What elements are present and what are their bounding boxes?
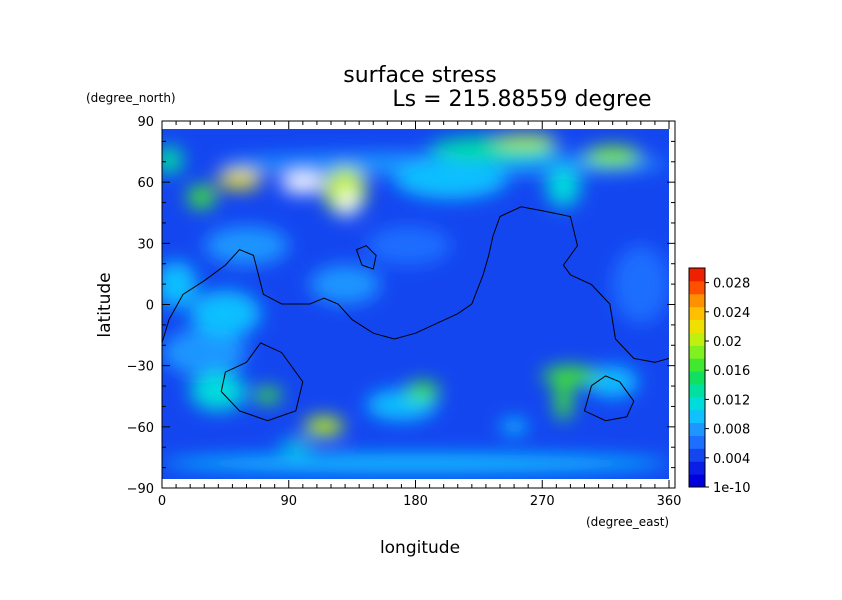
x-tick-label-90: 90 [280, 494, 297, 509]
hotspot-29 [280, 173, 326, 194]
hotspot-13 [546, 167, 581, 207]
hotspot-25 [304, 416, 344, 437]
x-tick-label-180: 180 [403, 494, 428, 509]
hotspot-22 [554, 381, 572, 421]
chart-subtitle: Ls = 215.88559 degree [392, 87, 651, 112]
colorbar-swatch-3 [689, 435, 705, 449]
contour-line-1 [355, 245, 377, 270]
plot-area [162, 129, 669, 479]
colorbar-label-3: 0.016 [713, 364, 750, 379]
hotspot-21 [542, 366, 599, 386]
hotspot-11 [190, 290, 261, 338]
x-tick-label-270: 270 [530, 494, 555, 509]
colorbar-frame [688, 267, 706, 488]
colorbar-label-0: 0.028 [713, 277, 750, 292]
colorbar: 0.028 0.024 0.02 0.016 0.012 0.008 0.004 1e-10 [688, 267, 751, 496]
y-axis-title: latitude [95, 272, 115, 337]
colorbar-swatch-4 [689, 422, 705, 436]
hotspot-9 [587, 366, 639, 398]
heat-field [162, 134, 669, 474]
y-tick-label--90: −90 [127, 482, 154, 497]
hotspot-15 [278, 440, 313, 452]
colorbar-swatch-0 [689, 474, 705, 488]
colorbar-swatch-11 [689, 332, 705, 346]
y-tick-label--30: −30 [127, 360, 154, 375]
colorbar-swatch-7 [689, 383, 705, 398]
colorbar-label-1: 0.024 [713, 306, 750, 321]
y-tick-label-0: 0 [146, 299, 154, 314]
colorbar-swatch-6 [689, 396, 705, 411]
chart-title: surface stress [343, 63, 496, 88]
x-axis-ticks: 0 90 180 270 360 [158, 121, 682, 509]
colorbar-swatch-5 [689, 409, 705, 424]
hotspot-18 [187, 185, 216, 209]
colorbar-swatch-2 [689, 448, 705, 462]
x-unit-label: (degree_east) [586, 515, 669, 529]
colorbar-swatch-8 [689, 371, 705, 385]
hotspot-3 [309, 265, 381, 304]
y-axis-ticks: 90 60 30 0 −30 −60 −90 [127, 115, 675, 497]
y-tick-label-90: 90 [137, 115, 154, 130]
y-tick-label-30: 30 [137, 237, 154, 252]
colorbar-label-7: 1e-10 [713, 481, 751, 496]
colorbar-label-4: 0.012 [713, 393, 750, 408]
hotspot-0 [366, 226, 451, 266]
colorbar-label-6: 0.004 [713, 452, 750, 467]
contour-line-2 [220, 342, 304, 422]
hotspot-6 [162, 261, 198, 308]
x-tick-label-0: 0 [158, 494, 166, 509]
colorbar-swatch-9 [689, 358, 705, 372]
colorbar-swatch-1 [689, 461, 705, 475]
hotspot-10 [499, 418, 529, 435]
hotspot-17 [162, 146, 184, 174]
coastline-contours [162, 206, 669, 422]
hotspot-12 [162, 453, 669, 474]
hotspot-23 [584, 146, 641, 166]
y-tick-label-60: 60 [137, 176, 154, 191]
hotspot-19 [253, 387, 282, 404]
colorbar-swatch-10 [689, 345, 705, 359]
hotspot-5 [204, 226, 289, 266]
colorbar-swatch-16 [689, 268, 705, 282]
hotspot-28 [339, 189, 357, 217]
contour-line-3 [583, 375, 635, 422]
colorbar-swatch-12 [689, 319, 705, 333]
colorbar-swatch-15 [689, 280, 705, 295]
x-axis-title: longitude [380, 538, 460, 558]
hotspot-7 [394, 160, 508, 199]
x-tick-label-360: 360 [657, 494, 682, 509]
hotspot-27 [216, 169, 262, 190]
y-tick-label--60: −60 [127, 421, 154, 436]
hotspot-20 [405, 381, 440, 402]
colorbar-swatch-13 [689, 306, 705, 321]
colorbar-swatch-14 [689, 293, 705, 308]
hotspot-14 [190, 372, 247, 411]
hotspot-1 [612, 245, 669, 324]
hotspot-26 [494, 134, 557, 147]
hotspot-2 [162, 329, 247, 376]
y-unit-label: (degree_north) [86, 91, 176, 105]
contour-line-0 [162, 206, 669, 363]
colorbar-label-2: 0.02 [713, 335, 742, 350]
colorbar-label-5: 0.008 [713, 423, 750, 438]
